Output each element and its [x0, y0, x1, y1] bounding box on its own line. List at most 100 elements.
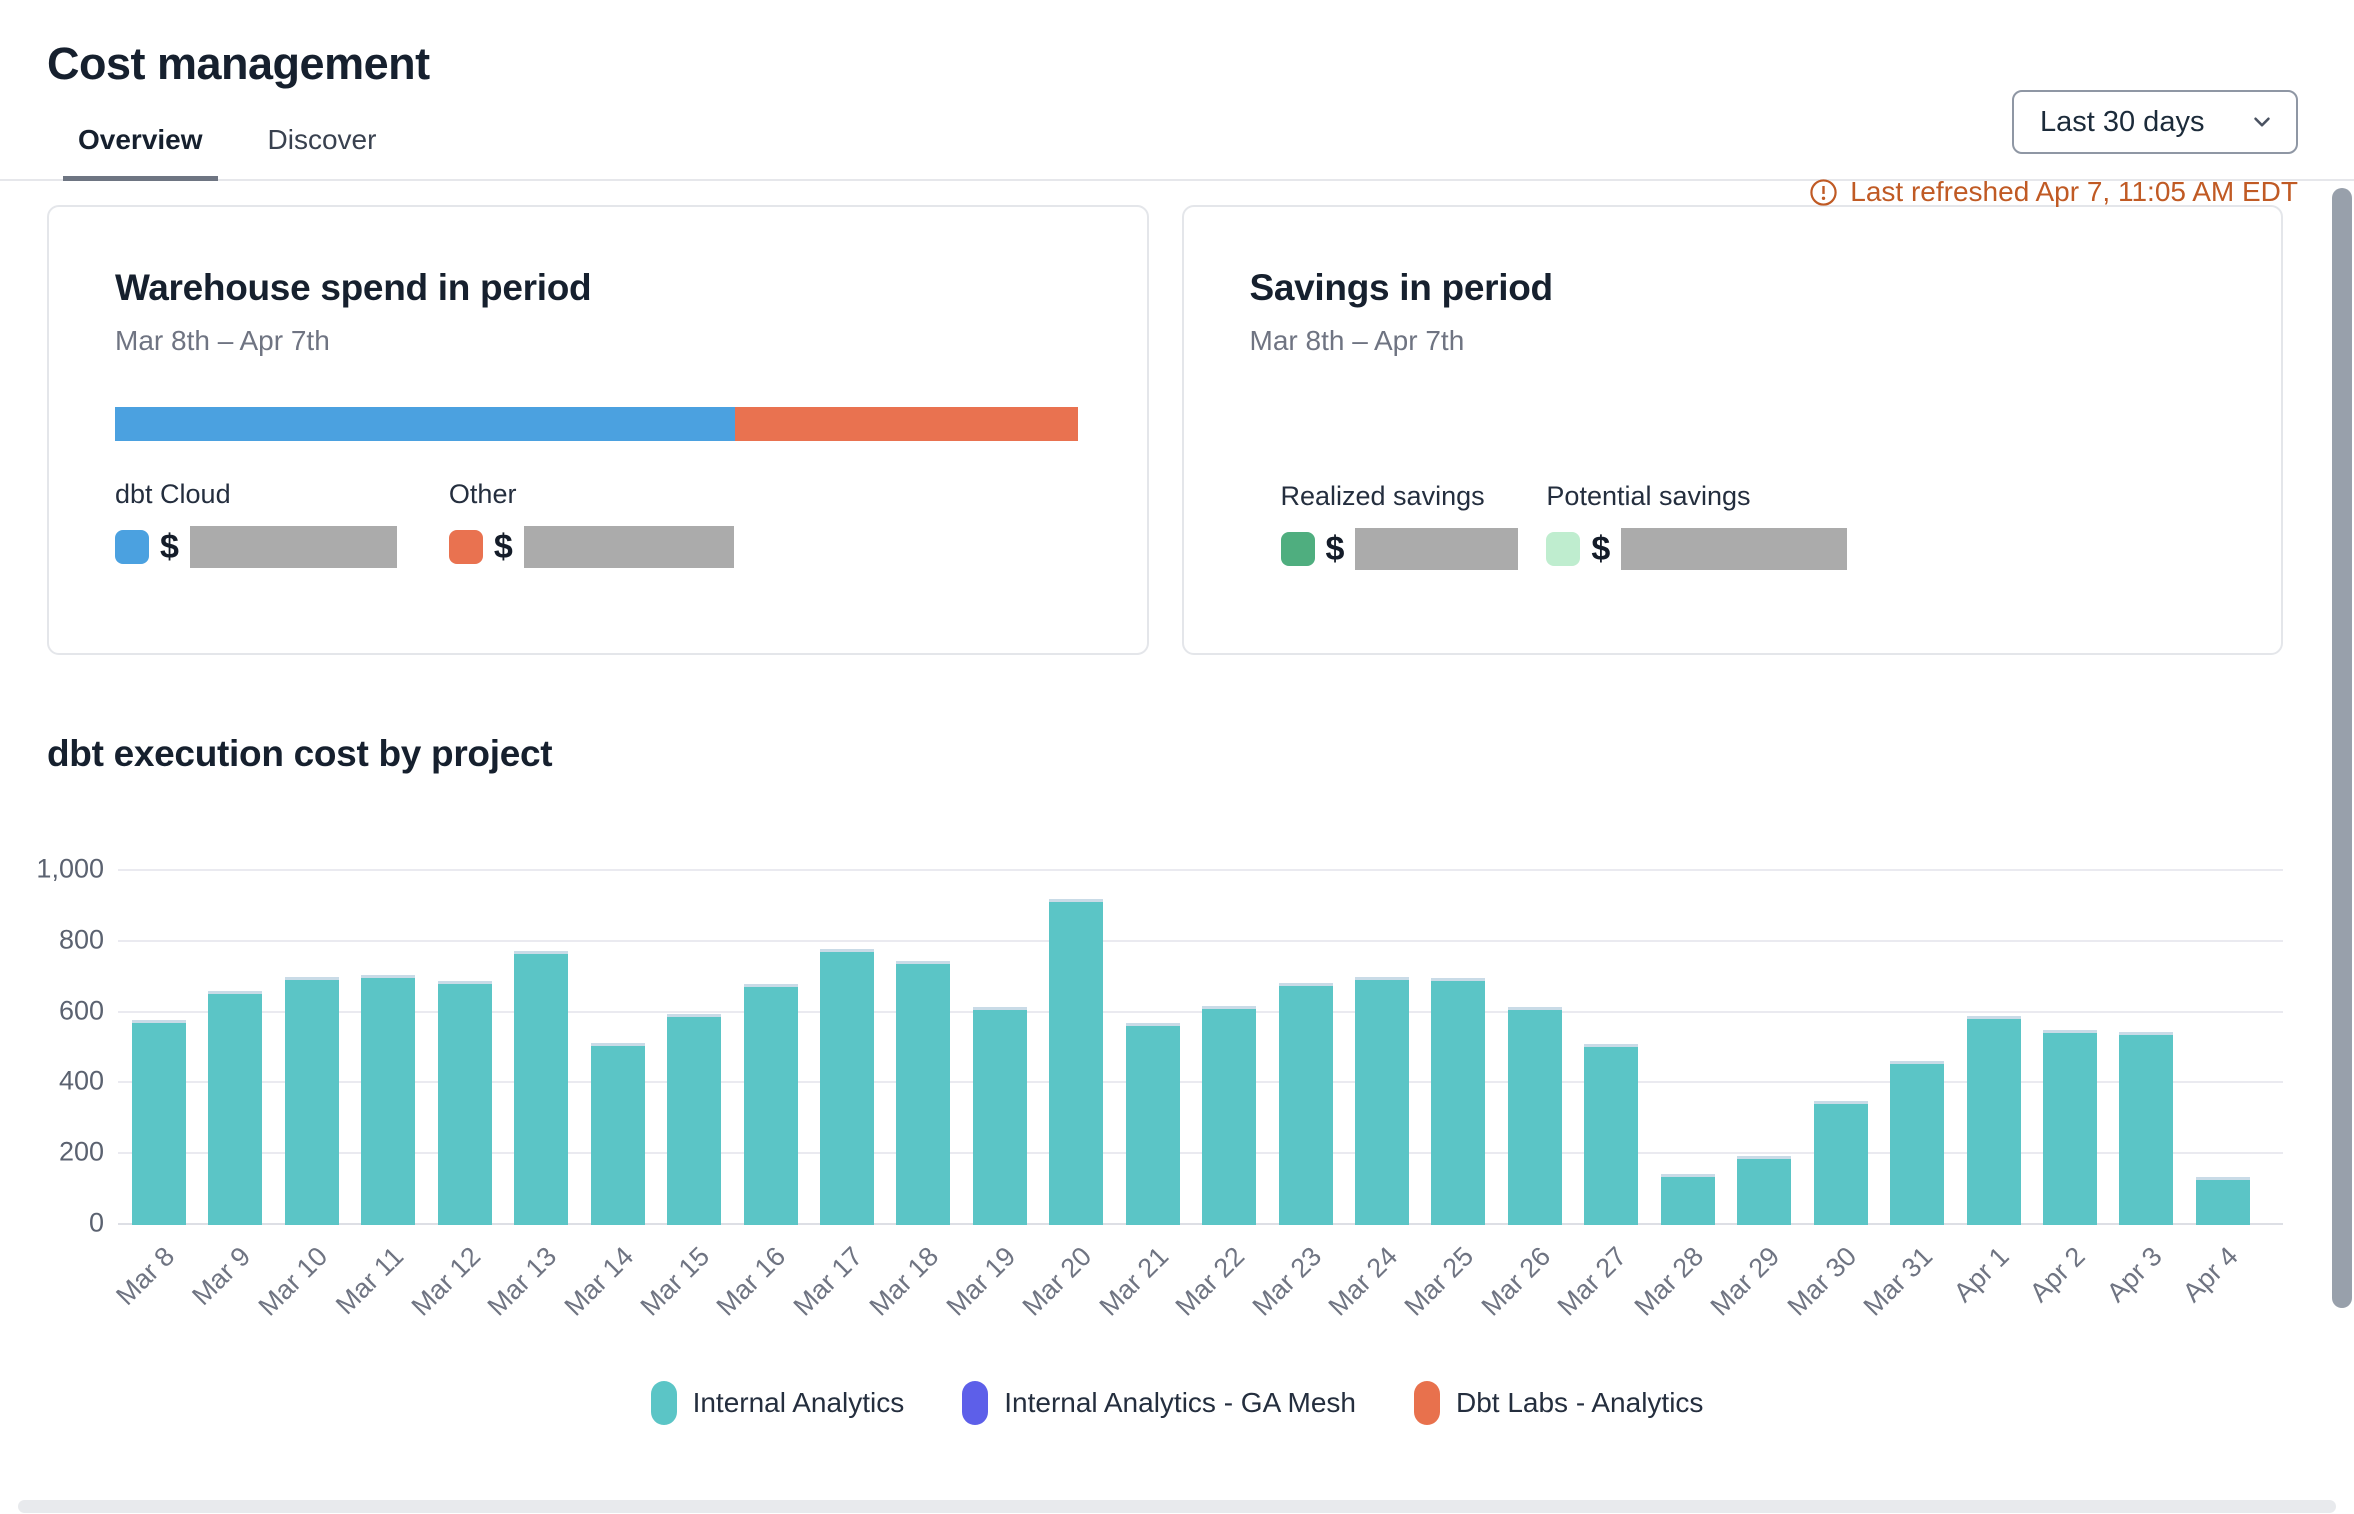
y-axis-tick: 1,000: [36, 853, 104, 884]
chart-plot: 0 200 400 600 800 1,000: [0, 853, 2354, 1237]
warehouse-spend-date-range: Mar 8th – Apr 7th: [115, 325, 330, 356]
alert-circle-icon: [1809, 178, 1838, 207]
currency-symbol: $: [1591, 529, 1611, 568]
x-axis-tick: Mar 9: [186, 1241, 257, 1312]
realized-savings-label: Realized savings: [1280, 481, 1485, 511]
bar-apr-4: [2195, 1177, 2250, 1225]
y-axis-tick: 600: [58, 994, 104, 1025]
bar-mar-20: [1049, 899, 1104, 1225]
spend-legend-dbt-cloud: dbt Cloud $: [115, 479, 397, 568]
chart-legend: Internal Analytics Internal Analytics - G…: [0, 1381, 2354, 1425]
bar-mar-16: [743, 984, 798, 1225]
potential-savings-label: Potential savings: [1546, 481, 1751, 511]
bar-apr-1: [1966, 1016, 2021, 1225]
vertical-scrollbar[interactable]: [2332, 188, 2352, 1308]
x-axis-tick: Mar 13: [481, 1241, 563, 1322]
other-swatch: [448, 530, 483, 564]
bar-mar-31: [1890, 1061, 1945, 1225]
y-axis-tick: 800: [58, 924, 104, 955]
bar-mar-21: [1125, 1023, 1180, 1225]
x-axis-tick: Mar 30: [1781, 1241, 1862, 1322]
potential-savings-swatch: [1546, 532, 1581, 566]
currency-symbol: $: [160, 527, 179, 566]
bar-apr-2: [2042, 1030, 2097, 1225]
bar-mar-24: [1355, 977, 1409, 1225]
bar-mar-29: [1737, 1156, 1792, 1225]
x-axis-tick: Mar 23: [1246, 1241, 1327, 1322]
bar-mar-19: [972, 1007, 1027, 1225]
bar-mar-28: [1660, 1174, 1715, 1225]
redacted-amount: [523, 526, 734, 568]
gridline-0: [118, 1223, 2283, 1225]
x-axis-tick: Mar 29: [1704, 1241, 1786, 1322]
gridline-200: [118, 1152, 2283, 1155]
bar-apr-3: [2119, 1032, 2174, 1225]
bar-mar-9: [208, 991, 263, 1225]
bar-mar-25: [1431, 978, 1486, 1225]
legend-label: Dbt Labs - Analytics: [1455, 1387, 1704, 1418]
warehouse-spend-title: Warehouse spend in period: [115, 267, 592, 308]
x-axis-tick: Mar 24: [1322, 1241, 1404, 1322]
legend-item-dbt-labs-analytics[interactable]: Dbt Labs - Analytics: [1413, 1381, 1704, 1425]
y-axis-tick: 200: [58, 1136, 104, 1167]
x-axis-tick: Mar 26: [1475, 1241, 1557, 1322]
tab-discover[interactable]: Discover: [267, 124, 377, 155]
gridline-400: [118, 1081, 2283, 1084]
x-axis-tick: Mar 17: [787, 1241, 869, 1322]
legend-item-internal-analytics[interactable]: Internal Analytics: [650, 1381, 905, 1425]
x-axis-tick: Mar 21: [1093, 1241, 1174, 1322]
savings-title: Savings in period: [1249, 267, 1554, 308]
bar-mar-26: [1507, 1007, 1562, 1225]
chart-section-title: dbt execution cost by project: [47, 733, 553, 774]
y-axis-tick: 400: [58, 1065, 104, 1096]
bar-mar-27: [1584, 1044, 1639, 1225]
bar-mar-10: [284, 977, 339, 1225]
redacted-amount: [1621, 528, 1848, 570]
x-axis-tick: Apr 4: [2177, 1241, 2245, 1308]
x-axis-tick: Mar 28: [1628, 1241, 1709, 1322]
bar-mar-23: [1278, 983, 1333, 1225]
spend-legend-label: Other: [448, 479, 517, 509]
x-axis-tick: Mar 14: [558, 1241, 639, 1322]
dbt-cloud-swatch: [115, 530, 149, 564]
bar-mar-13: [514, 951, 569, 1225]
legend-swatch: [650, 1381, 677, 1425]
page-title: Cost management: [47, 38, 430, 89]
savings-card: Savings in period Mar 8th – Apr 7th Real…: [1181, 205, 2283, 655]
last-refreshed-text: Last refreshed Apr 7, 11:05 AM EDT: [1850, 176, 2298, 207]
gridline-800: [118, 939, 2283, 942]
redacted-amount: [1355, 528, 1519, 570]
x-axis-tick: Mar 27: [1551, 1241, 1633, 1322]
legend-label: Internal Analytics: [692, 1387, 905, 1418]
spend-legend: dbt Cloud $ Other $: [115, 479, 1079, 568]
x-axis-tick: Mar 19: [940, 1241, 1022, 1322]
y-axis-tick: 0: [88, 1207, 104, 1238]
x-axis-tick: Apr 1: [1947, 1241, 2015, 1308]
horizontal-scrollbar[interactable]: [18, 1500, 2336, 1513]
x-axis-tick: Mar 8: [110, 1241, 181, 1312]
x-axis-tick: Mar 16: [711, 1241, 792, 1322]
legend-swatch: [1413, 1381, 1440, 1425]
chart-x-axis-labels: Mar 8 Mar 9 Mar 10 Mar 11 Mar 12 Mar 13 Mar 14…: [110, 1233, 2250, 1365]
x-axis-tick: Apr 3: [2100, 1241, 2168, 1308]
spend-segment-dbt-cloud: [115, 407, 735, 441]
x-axis-tick: Mar 15: [634, 1241, 716, 1322]
bar-mar-22: [1202, 1006, 1257, 1225]
gridline-1000: [118, 869, 2283, 871]
x-axis-tick: Mar 10: [252, 1241, 334, 1322]
bar-mar-18: [896, 961, 951, 1225]
x-axis-tick: Mar 18: [863, 1241, 945, 1322]
spend-segment-other: [734, 407, 1079, 441]
savings-legend: Realized savings $ Potential savings $: [1280, 481, 2214, 570]
currency-symbol: $: [1325, 529, 1345, 568]
tab-bar: Overview Discover: [0, 124, 2354, 181]
legend-item-internal-analytics-ga-mesh[interactable]: Internal Analytics - GA Mesh: [962, 1381, 1356, 1425]
bar-mar-14: [590, 1043, 645, 1225]
tab-overview[interactable]: Overview: [63, 124, 218, 181]
bar-mar-17: [819, 949, 874, 1225]
x-axis-tick: Mar 22: [1169, 1241, 1251, 1322]
last-refreshed-status: Last refreshed Apr 7, 11:05 AM EDT: [1809, 176, 2298, 208]
period-select-dropdown[interactable]: Last 30 days: [2012, 90, 2298, 154]
x-axis-tick: Mar 20: [1016, 1241, 1098, 1322]
x-axis-tick: Mar 31: [1857, 1241, 1939, 1322]
